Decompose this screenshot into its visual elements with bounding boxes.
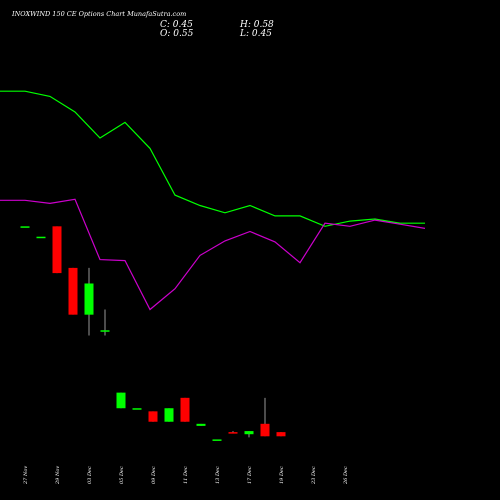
x-tick-label: 17 Dec bbox=[247, 466, 253, 484]
candle-body bbox=[100, 330, 110, 332]
x-tick-label: 26 Dec bbox=[343, 466, 349, 485]
high-value: H: 0.58 bbox=[240, 20, 274, 30]
low-value: L: 0.45 bbox=[240, 29, 272, 39]
candle-body bbox=[132, 408, 142, 410]
candle-body bbox=[276, 432, 286, 437]
x-tick-label: 23 Dec bbox=[311, 466, 317, 485]
open-value: O: 0.55 bbox=[160, 29, 194, 39]
candle-body bbox=[196, 423, 206, 426]
candle-body bbox=[36, 236, 46, 239]
candle-body bbox=[260, 423, 270, 437]
candle-body bbox=[164, 408, 174, 422]
candle-body bbox=[84, 283, 94, 315]
candle-body bbox=[68, 267, 78, 315]
x-tick-label: 03 Dec bbox=[87, 466, 93, 484]
x-tick-label: 27 Nov bbox=[23, 466, 29, 485]
candle-body bbox=[116, 392, 126, 409]
candle-body bbox=[212, 439, 222, 441]
candle-body bbox=[148, 411, 158, 422]
chart-title: INOXWIND 150 CE Options Chart MunafaSutr… bbox=[12, 10, 187, 18]
candle-body bbox=[52, 226, 62, 274]
candle-body bbox=[20, 226, 30, 228]
ma-fast-line bbox=[0, 90, 425, 227]
ma-slow-line bbox=[0, 198, 426, 311]
x-tick-label: 05 Dec bbox=[119, 466, 125, 484]
x-tick-label: 09 Dec bbox=[151, 466, 157, 484]
candle-body bbox=[180, 397, 190, 422]
close-value: C: 0.45 bbox=[160, 20, 193, 30]
x-tick-label: 19 Dec bbox=[279, 466, 285, 484]
x-tick-label: 29 Nov bbox=[55, 466, 61, 485]
candle-body bbox=[228, 432, 238, 434]
x-tick-label: 13 Dec bbox=[215, 466, 221, 484]
x-tick-label: 11 Dec bbox=[183, 466, 189, 484]
candle-body bbox=[244, 431, 254, 435]
